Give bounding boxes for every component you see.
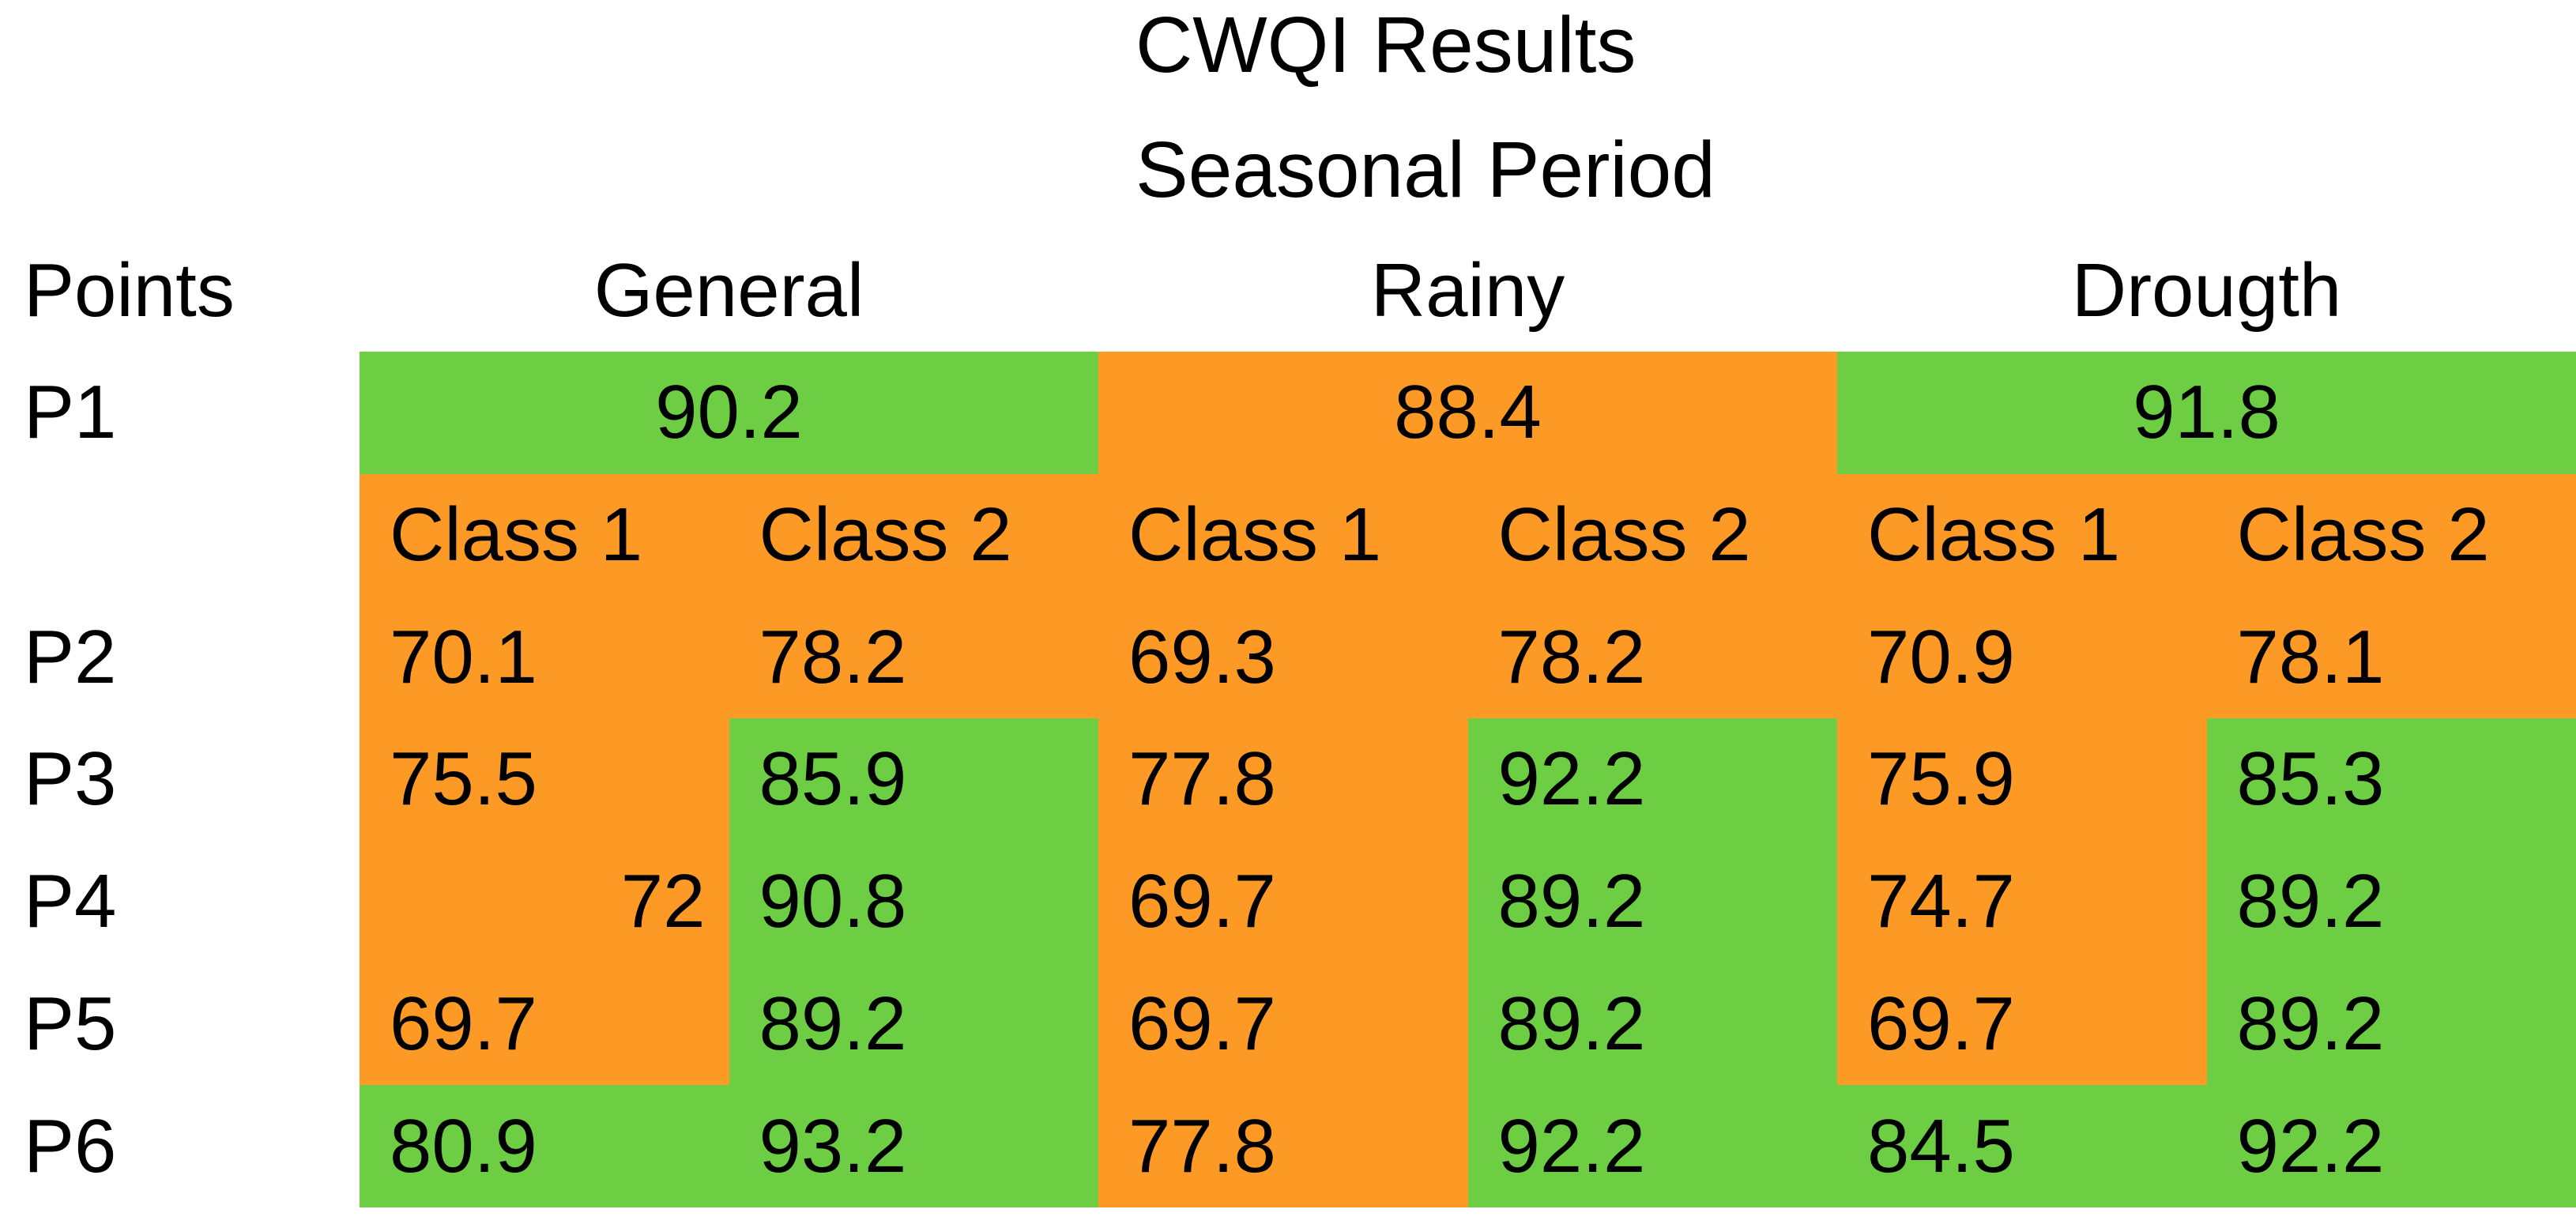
cell-p1-general: 90.2 [360, 352, 1098, 474]
season-header-rainy: Rainy [1370, 247, 1565, 333]
season-header-general: General [593, 247, 864, 333]
cell-p4-rainy-class2: 89.2 [1467, 840, 1837, 963]
cell-p5-general-class1: 69.7 [360, 962, 729, 1086]
cell-p2-general-class1: 70.1 [360, 596, 729, 719]
row-label-p4: P4 [24, 859, 117, 944]
cell-p3-rainy-class1: 77.8 [1098, 718, 1468, 841]
cell-p6-general-class2: 93.2 [729, 1085, 1098, 1207]
cell-p3-drougth-class2: 85.3 [2206, 718, 2576, 841]
row-label-p3: P3 [24, 736, 117, 822]
cell-p3-general-class1: 75.5 [360, 718, 729, 841]
cell-p6-drougth-class1: 84.5 [1837, 1085, 2207, 1207]
cell-p3-drougth-class1: 75.9 [1837, 718, 2207, 841]
cell-p6-rainy-class1: 77.8 [1098, 1085, 1468, 1207]
cell-p2-drougth-class1: 70.9 [1837, 596, 2207, 719]
row-labels-column: P1 P2 P3 P4 P5 P6 [24, 352, 356, 1207]
cell-p4-rainy-class1: 69.7 [1098, 840, 1468, 963]
table-subtitle: Seasonal Period [1135, 126, 1715, 214]
row-label-p2: P2 [24, 614, 117, 699]
row-label-p5: P5 [24, 981, 117, 1066]
row-label-class-row [24, 474, 356, 597]
class-header-drougth-class1: Class 1 [1837, 473, 2207, 597]
row-label-p1: P1 [24, 370, 117, 455]
cell-p5-rainy-class2: 89.2 [1467, 962, 1837, 1086]
class-header-general-class2: Class 2 [729, 473, 1098, 597]
cell-p1-rainy: 88.4 [1098, 352, 1837, 474]
cell-p2-general-class2: 78.2 [729, 596, 1098, 719]
cell-p5-drougth-class1: 69.7 [1837, 962, 2207, 1086]
cell-p4-drougth-class2: 89.2 [2206, 840, 2576, 963]
cell-p6-rainy-class2: 92.2 [1467, 1085, 1837, 1207]
cell-p2-rainy-class2: 78.2 [1467, 596, 1837, 719]
class-header-general-class1: Class 1 [360, 473, 729, 597]
season-header-drougth: Drougth [2071, 247, 2342, 333]
points-column-header: Points [24, 247, 235, 333]
cell-p5-rainy-class1: 69.7 [1098, 962, 1468, 1086]
cell-p3-general-class2: 85.9 [729, 718, 1098, 841]
cell-p3-rainy-class2: 92.2 [1467, 718, 1837, 841]
cell-p2-rainy-class1: 69.3 [1098, 596, 1468, 719]
cell-p5-drougth-class2: 89.2 [2206, 962, 2576, 1086]
cell-p5-general-class2: 89.2 [729, 962, 1098, 1086]
row-label-p6: P6 [24, 1103, 117, 1188]
cell-p6-drougth-class2: 92.2 [2206, 1085, 2576, 1207]
cell-p4-general-class1: 72 [360, 840, 729, 963]
cell-p4-general-class2: 90.8 [729, 840, 1098, 963]
data-grid: 90.2 88.4 91.8 Class 1 Class 2 Class 1 C… [360, 352, 2576, 1207]
cell-p1-drougth: 91.8 [1837, 352, 2576, 474]
cell-p6-general-class1: 80.9 [360, 1085, 729, 1207]
cell-p4-drougth-class1: 74.7 [1837, 840, 2207, 963]
class-header-rainy-class1: Class 1 [1098, 473, 1468, 597]
cell-p2-drougth-class2: 78.1 [2206, 596, 2576, 719]
class-header-drougth-class2: Class 2 [2206, 473, 2576, 597]
table-title: CWQI Results [1135, 1, 1636, 89]
class-header-rainy-class2: Class 2 [1467, 473, 1837, 597]
